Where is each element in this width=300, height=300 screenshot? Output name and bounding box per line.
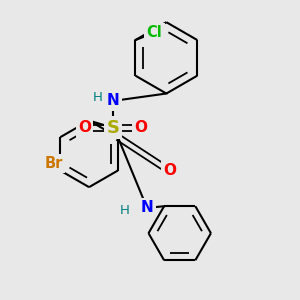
Text: S: S [106,119,119,137]
Text: H: H [93,92,103,104]
Text: H: H [120,203,130,217]
Text: N: N [106,94,119,109]
Text: Cl: Cl [147,25,162,40]
Text: Br: Br [44,156,63,171]
Text: N: N [141,200,153,215]
Text: O: O [163,163,176,178]
Text: O: O [78,120,91,135]
Text: O: O [135,120,148,135]
